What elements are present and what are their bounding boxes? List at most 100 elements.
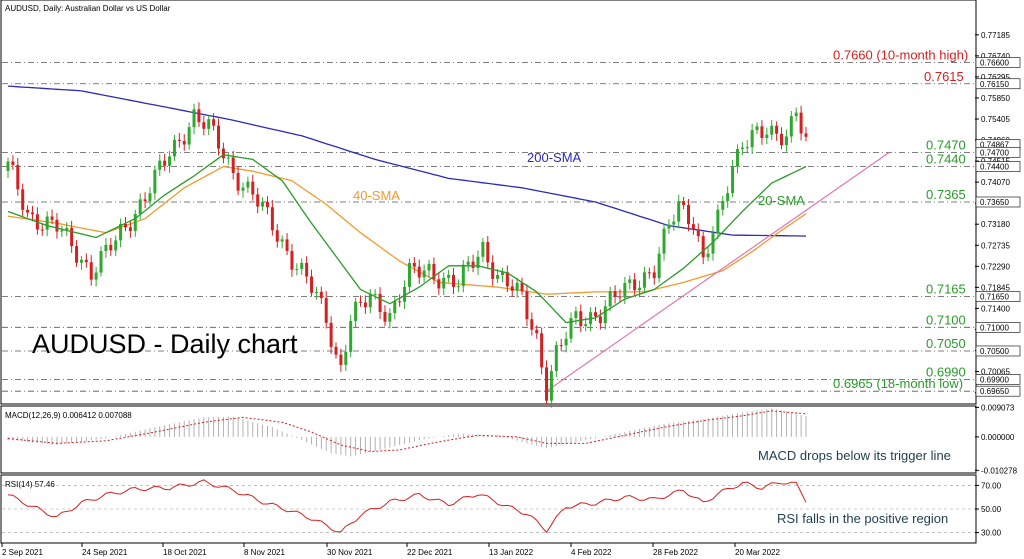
price-tag-box [975,322,1021,333]
candle-body [647,272,651,274]
candle-body [579,311,583,327]
candle-body [349,320,353,352]
candle-body [491,262,495,279]
candle-body [79,259,83,263]
candle-body [153,169,157,194]
candle-body [119,224,123,241]
candle-body [70,227,74,247]
candle-body [182,140,186,145]
candle-body [794,112,798,117]
date-tick-label: 20 Mar 2022 [735,548,780,557]
candle-body [60,230,64,232]
candle-body [231,157,235,174]
candle-body [530,319,534,330]
candle-body [314,291,318,293]
candle-body [168,156,172,166]
trend-line [546,151,890,392]
candle-body [393,301,397,314]
price-tag-box [975,345,1021,357]
candle-body [246,181,250,188]
candle-body [378,293,382,312]
candle-body [432,263,436,280]
date-tick-label: 30 Nov 2021 [327,548,373,557]
rsi-plot: 70.00 50.00 30.00 [2,479,1002,538]
candle-body [799,112,803,134]
price-tag-box [975,161,1021,172]
candle-body [344,351,348,365]
candle-body [407,262,411,287]
candle-body [99,250,103,273]
price-tag-box [975,147,1021,158]
candle-body [603,306,607,324]
macd-tick-label: -0.010278 [981,466,1018,475]
price-tick-label: 0.73180 [981,220,1010,229]
sma200-line [7,85,807,237]
chart-title: AUDUSD, Daily: Australian Dollar vs US D… [5,4,171,13]
candle-body [368,294,372,308]
candle-body [202,122,206,129]
candle-body [128,227,132,231]
candle-body [417,266,421,278]
candle-body [305,262,309,277]
candle-body [207,119,211,129]
level-label: 0.7050 [926,336,966,351]
price-tag-box [975,78,1021,90]
candle-body [217,125,221,149]
candle-body [760,126,764,139]
candle-body [486,242,490,263]
candle-body [672,221,676,225]
macd-tick-label: 0.009073 [981,403,1015,412]
level-label: 0.7365 [926,187,966,202]
candle-body [755,126,759,131]
candle-body [398,301,402,303]
candle-body [285,239,289,251]
candle-body [84,259,88,263]
macd-panel-frame [0,405,977,474]
candle-body [500,272,504,275]
candle-body [265,201,269,208]
price-tick-label: 0.75405 [981,115,1010,124]
macd-tick-label: 0.000000 [981,433,1015,442]
price-tag-box [975,385,1021,397]
rsi-annotation: RSI falls in the positive region [777,511,948,526]
price-tick-label: 0.75850 [981,94,1010,103]
candle-body [750,130,754,148]
price-tag-label: 0.70500 [980,347,1009,356]
price-tag-label: 0.73650 [980,198,1009,207]
candle-body [731,166,735,194]
candle-body [412,262,416,267]
candle-body [447,274,451,278]
candle-body [427,263,431,271]
price-tag-label: 0.69650 [980,387,1009,396]
candle-body [261,201,265,207]
candle-body [104,244,108,251]
candle-body [329,322,333,347]
sma20-line [7,154,807,324]
candle-body [726,193,730,201]
candle-body [691,224,695,230]
candle-body [339,354,343,365]
price-tick-label: 0.72290 [981,262,1010,271]
candle-body [30,212,34,215]
candle-body [780,133,784,146]
candle-body [770,125,774,135]
candle-body [706,253,710,258]
candle-body [638,287,642,291]
candle-body [50,216,54,220]
rsi-tick-label: 50.00 [981,505,1002,514]
candle-body [197,109,201,123]
candle-body [545,367,549,401]
level-lines: 0.7660 (10-month high) 0.7615 0.74700.7440… [2,47,975,392]
candle-body [6,161,10,171]
level-label: 0.7470 [926,137,966,152]
macd-plot: 0.009073 0.000000 -0.010278 [7,403,1018,475]
price-tag-label: 0.74700 [980,148,1009,157]
candle-body [334,346,338,355]
candle-body [177,139,181,141]
candle-body [452,274,456,287]
candle-body [789,116,793,137]
candle-body [187,127,191,145]
candle-body [765,134,769,139]
